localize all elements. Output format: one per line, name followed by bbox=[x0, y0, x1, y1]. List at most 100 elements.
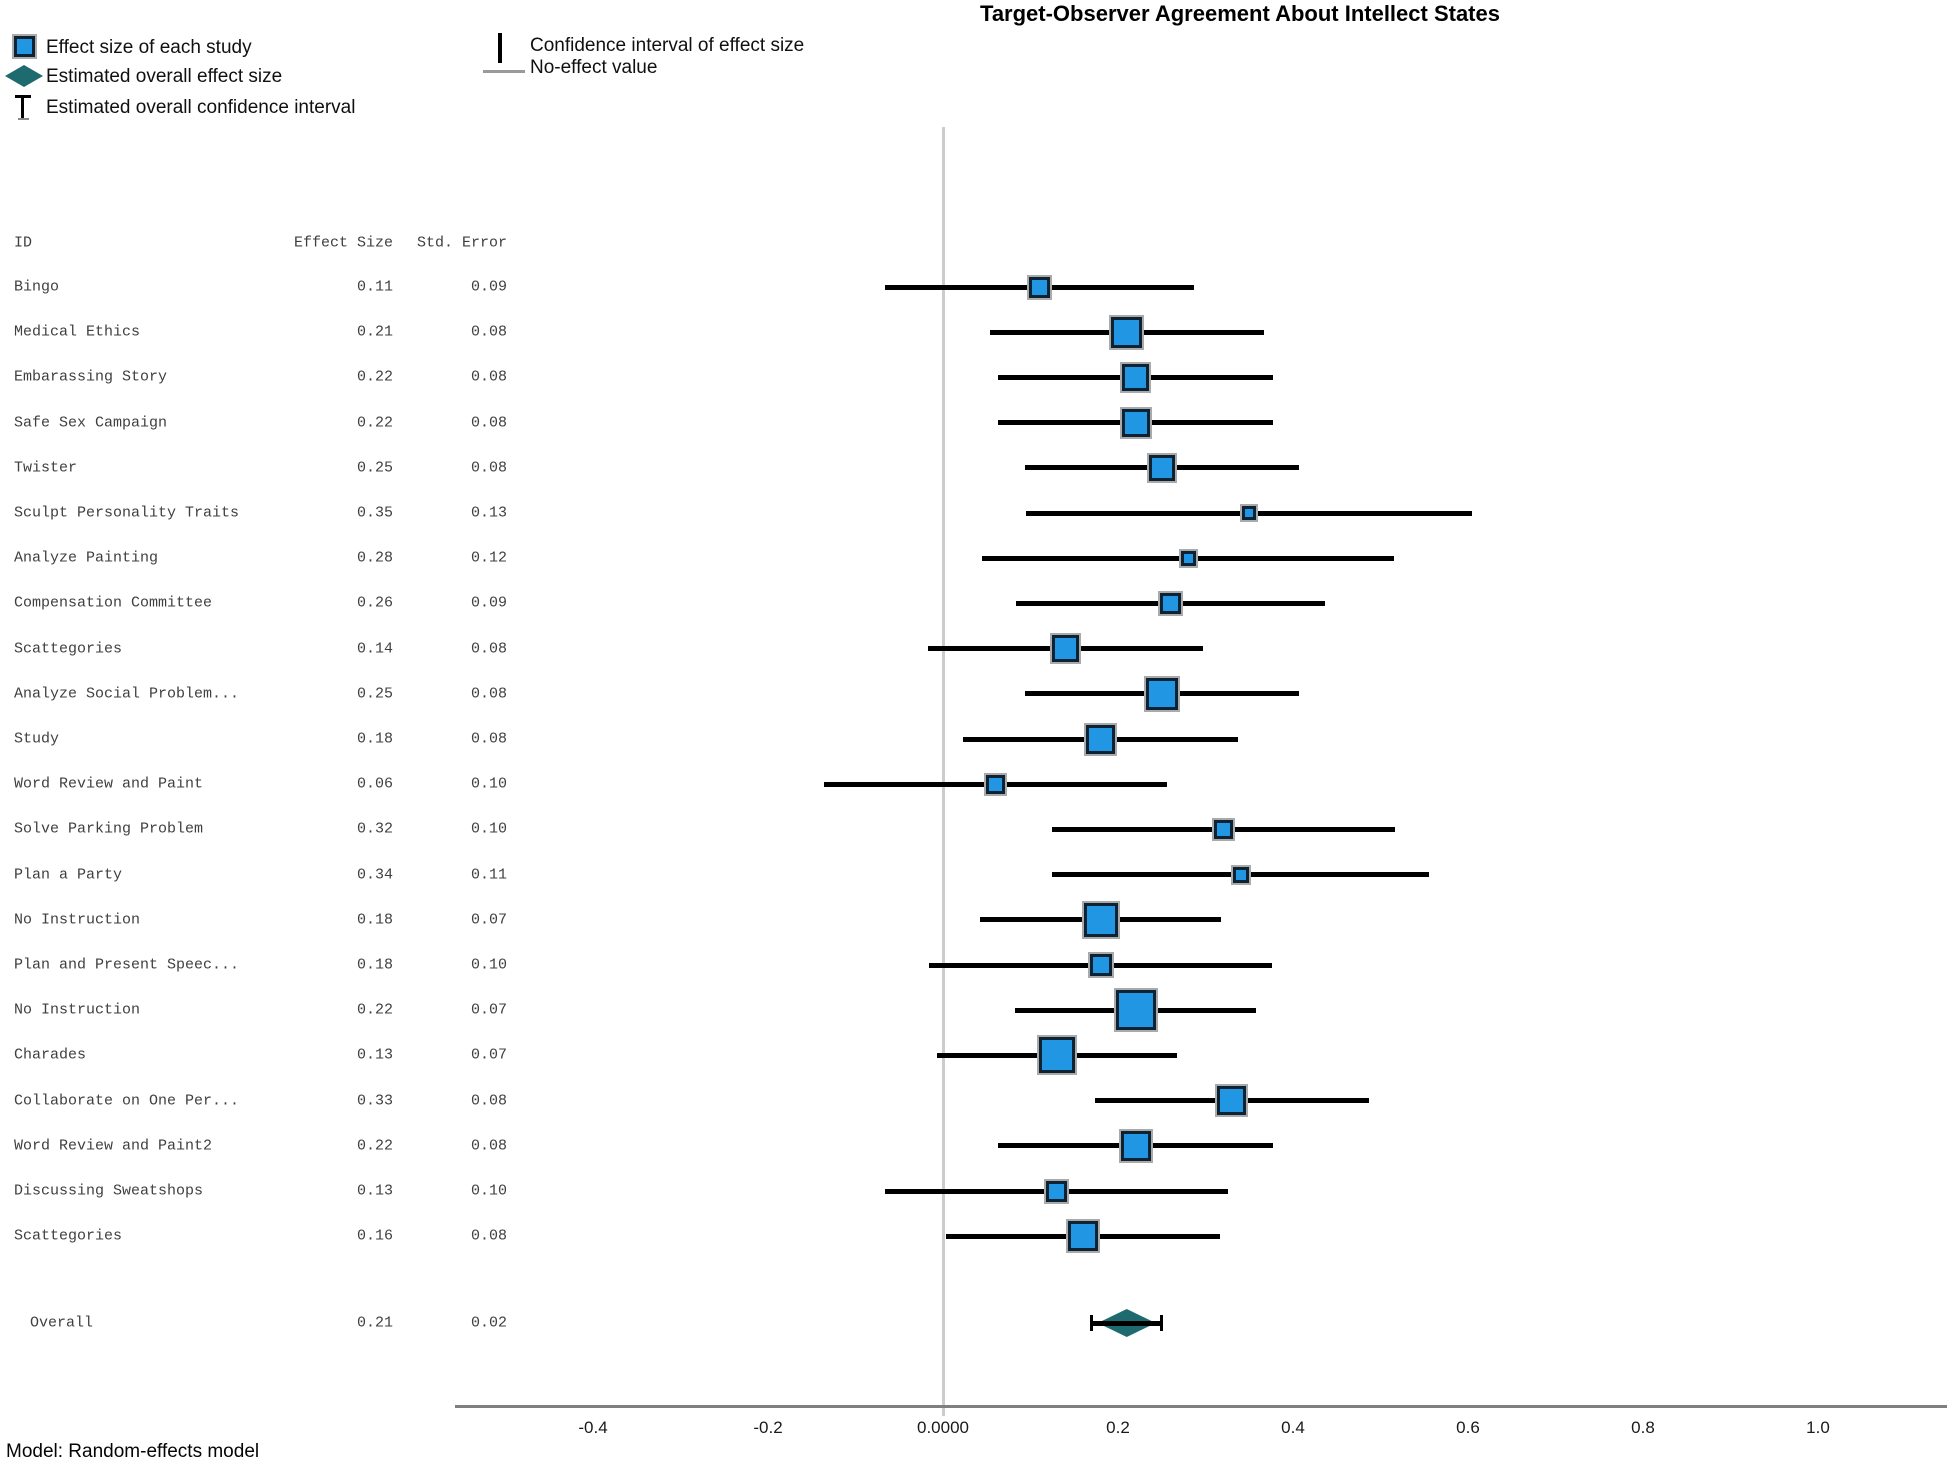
effect-size-box bbox=[1145, 677, 1178, 710]
x-axis-tick-label: -0.2 bbox=[753, 1418, 783, 1437]
x-axis-tick-label: 0.2 bbox=[1106, 1418, 1130, 1437]
study-id-cell: Word Review and Paint2 bbox=[14, 1137, 213, 1155]
effect-size-cell: 0.13 bbox=[356, 1046, 393, 1064]
study-id-cell: No Instruction bbox=[14, 1001, 141, 1019]
effect-size-box bbox=[1242, 506, 1257, 520]
study-id-cell: Discussing Sweatshops bbox=[14, 1182, 204, 1200]
effect-size-cell: 0.22 bbox=[356, 414, 393, 432]
std-error-cell: 0.08 bbox=[470, 323, 507, 341]
effect-size-cell: 0.06 bbox=[356, 775, 393, 793]
effect-size-box bbox=[1111, 316, 1143, 348]
study-id-cell: Medical Ethics bbox=[14, 323, 141, 341]
study-square-icon bbox=[14, 36, 35, 57]
effect-size-box bbox=[1121, 408, 1150, 437]
std-error-cell: 0.08 bbox=[470, 1137, 507, 1155]
std-error-cell: 0.08 bbox=[470, 1092, 507, 1110]
effect-size-box bbox=[1180, 550, 1196, 566]
legend-label-no-effect: No-effect value bbox=[530, 57, 658, 78]
legend-label-overall: Estimated overall effect size bbox=[46, 66, 283, 87]
study-id-cell: Safe Sex Campaign bbox=[14, 414, 168, 432]
effect-size-box bbox=[1148, 454, 1175, 481]
effect-size-box bbox=[1028, 276, 1050, 298]
study-id-cell: Study bbox=[14, 730, 60, 748]
effect-size-box bbox=[986, 774, 1005, 794]
no-effect-icon bbox=[483, 70, 525, 73]
std-error-cell: 0.07 bbox=[470, 1046, 507, 1064]
study-id-cell: Analyze Social Problem... bbox=[14, 685, 240, 703]
effect-size-cell: 0.25 bbox=[356, 459, 393, 477]
x-axis-tick-label: 0.6 bbox=[1456, 1418, 1480, 1437]
study-id-cell: Scattegories bbox=[14, 640, 123, 658]
legend-label-ci: Confidence interval of effect size bbox=[530, 35, 805, 56]
std-error-cell: 0.10 bbox=[470, 956, 507, 974]
chart-title: Target-Observer Agreement About Intellec… bbox=[980, 1, 1500, 26]
effect-size-cell: 0.14 bbox=[356, 640, 393, 658]
model-note: Model: Random-effects model bbox=[6, 1441, 260, 1462]
std-error-cell: 0.08 bbox=[470, 640, 507, 658]
std-error-cell: 0.11 bbox=[470, 866, 507, 884]
std-error-cell: 0.09 bbox=[470, 594, 507, 612]
legend-label-overall-ci: Estimated overall confidence interval bbox=[46, 97, 356, 118]
study-id-cell: Bingo bbox=[14, 278, 60, 296]
std-error-cell: 0.09 bbox=[470, 278, 507, 296]
table-header-std-error: Std. Error bbox=[416, 234, 507, 252]
study-id-cell: Sculpt Personality Traits bbox=[14, 504, 240, 522]
effect-size-box bbox=[1232, 866, 1249, 883]
effect-size-box bbox=[1068, 1221, 1098, 1252]
std-error-cell: 0.10 bbox=[470, 820, 507, 838]
study-id-cell: Word Review and Paint bbox=[14, 775, 204, 793]
study-id-cell: Plan and Present Speec... bbox=[14, 956, 240, 974]
study-id-cell: Charades bbox=[14, 1046, 87, 1064]
std-error-cell: 0.10 bbox=[470, 1182, 507, 1200]
effect-size-cell: 0.35 bbox=[356, 504, 393, 522]
std-error-cell: 0.12 bbox=[470, 549, 507, 567]
legend-label-study: Effect size of each study bbox=[46, 37, 252, 58]
effect-size-cell: 0.21 bbox=[356, 323, 393, 341]
std-error-cell: 0.08 bbox=[470, 730, 507, 748]
effect-size-box bbox=[1217, 1086, 1247, 1116]
effect-size-cell: 0.18 bbox=[356, 956, 393, 974]
overall-ci-line-front bbox=[1092, 1320, 1162, 1326]
effect-size-box bbox=[1046, 1180, 1068, 1202]
overall-ci-left-cap bbox=[1090, 1315, 1094, 1331]
std-error-cell: 0.13 bbox=[470, 504, 507, 522]
effect-size-box bbox=[1122, 363, 1149, 391]
std-error-cell: 0.08 bbox=[470, 414, 507, 432]
std-error-cell: 0.08 bbox=[470, 1227, 507, 1245]
study-id-cell: Twister bbox=[14, 459, 78, 477]
effect-size-cell: 0.18 bbox=[356, 911, 393, 929]
effect-size-box bbox=[1120, 1130, 1151, 1161]
std-error-cell: 0.08 bbox=[470, 685, 507, 703]
effect-size-cell: 0.22 bbox=[356, 1001, 393, 1019]
study-id-cell: Plan a Party bbox=[14, 866, 123, 884]
effect-size-cell: 0.11 bbox=[356, 278, 393, 296]
ci-line-icon bbox=[498, 33, 502, 63]
effect-size-box bbox=[1083, 902, 1118, 937]
study-id-cell: Scattegories bbox=[14, 1227, 123, 1245]
x-axis-line bbox=[455, 1405, 1947, 1408]
table-header-effect-size: Effect Size bbox=[293, 234, 393, 252]
study-id-cell: Collaborate on One Per... bbox=[14, 1092, 240, 1110]
effect-size-cell: 0.33 bbox=[356, 1092, 393, 1110]
effect-size-box bbox=[1086, 724, 1115, 754]
effect-size-cell: 0.18 bbox=[356, 730, 393, 748]
x-axis-tick-label: 0.0000 bbox=[917, 1418, 969, 1437]
effect-size-box bbox=[1038, 1037, 1075, 1074]
overall-diamond-icon bbox=[5, 65, 43, 87]
effect-size-cell: 0.22 bbox=[356, 368, 393, 386]
study-id-cell: Solve Parking Problem bbox=[14, 820, 204, 838]
std-error-cell: 0.08 bbox=[470, 459, 507, 477]
effect-size-cell: 0.25 bbox=[356, 685, 393, 703]
study-id-cell: Embarassing Story bbox=[14, 368, 168, 386]
overall-effect-cell: 0.21 bbox=[356, 1314, 393, 1332]
std-error-cell: 0.10 bbox=[470, 775, 507, 793]
study-id-cell: No Instruction bbox=[14, 911, 141, 929]
effect-size-box bbox=[1115, 990, 1156, 1031]
effect-size-cell: 0.22 bbox=[356, 1137, 393, 1155]
effect-size-cell: 0.32 bbox=[356, 820, 393, 838]
table-header-id: ID bbox=[14, 234, 33, 252]
effect-size-box bbox=[1160, 592, 1181, 614]
effect-size-box bbox=[1089, 954, 1112, 976]
x-axis-tick-label: 0.8 bbox=[1631, 1418, 1655, 1437]
effect-size-box bbox=[1213, 819, 1233, 839]
